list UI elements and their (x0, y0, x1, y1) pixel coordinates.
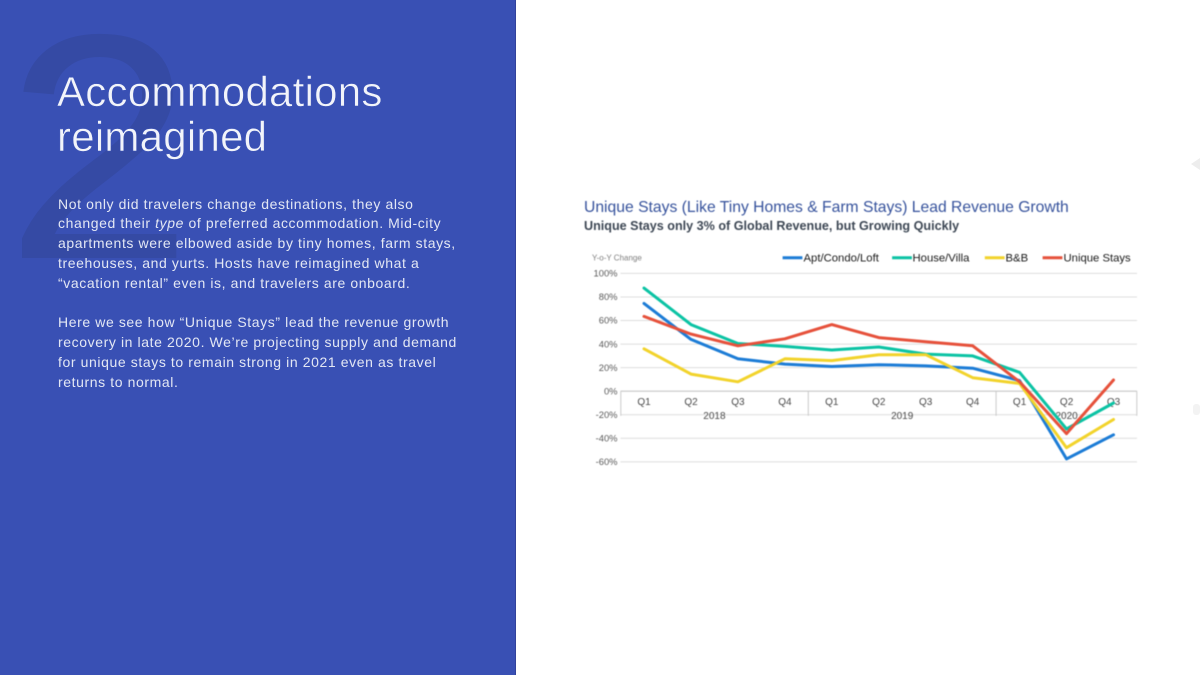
svg-text:2019: 2019 (891, 411, 914, 422)
svg-text:Q1: Q1 (1013, 397, 1027, 408)
svg-text:Q2: Q2 (872, 397, 886, 408)
svg-text:80%: 80% (599, 291, 618, 302)
svg-text:60%: 60% (599, 315, 618, 326)
svg-text:2018: 2018 (703, 411, 726, 422)
svg-text:Apt/Condo/Loft: Apt/Condo/Loft (804, 253, 880, 265)
svg-text:2020: 2020 (1055, 411, 1078, 422)
svg-text:Y-o-Y Change: Y-o-Y Change (592, 254, 642, 263)
svg-text:-60%: -60% (596, 456, 618, 467)
svg-text:Q3: Q3 (731, 397, 745, 408)
svg-text:Q1: Q1 (825, 397, 839, 408)
svg-text:100%: 100% (594, 268, 618, 279)
svg-text:Q3: Q3 (919, 397, 933, 408)
svg-text:20%: 20% (599, 362, 618, 373)
svg-text:Unique Stays (Like Tiny Homes: Unique Stays (Like Tiny Homes & Farm Sta… (584, 199, 1069, 216)
svg-text:Q1: Q1 (637, 397, 651, 408)
svg-text:Q2: Q2 (684, 397, 698, 408)
svg-text:Unique Stays: Unique Stays (1064, 253, 1132, 265)
svg-text:40%: 40% (599, 338, 618, 349)
svg-text:Q4: Q4 (778, 397, 792, 408)
svg-text:0%: 0% (604, 385, 618, 396)
svg-text:Q2: Q2 (1060, 397, 1074, 408)
svg-text:Unique Stays only 3% of Global: Unique Stays only 3% of Global Revenue, … (584, 219, 959, 233)
svg-text:House/Villa: House/Villa (913, 253, 971, 265)
svg-text:-40%: -40% (596, 433, 618, 444)
svg-text:Q4: Q4 (966, 397, 980, 408)
svg-text:-20%: -20% (596, 409, 618, 420)
svg-text:B&B: B&B (1006, 253, 1029, 265)
